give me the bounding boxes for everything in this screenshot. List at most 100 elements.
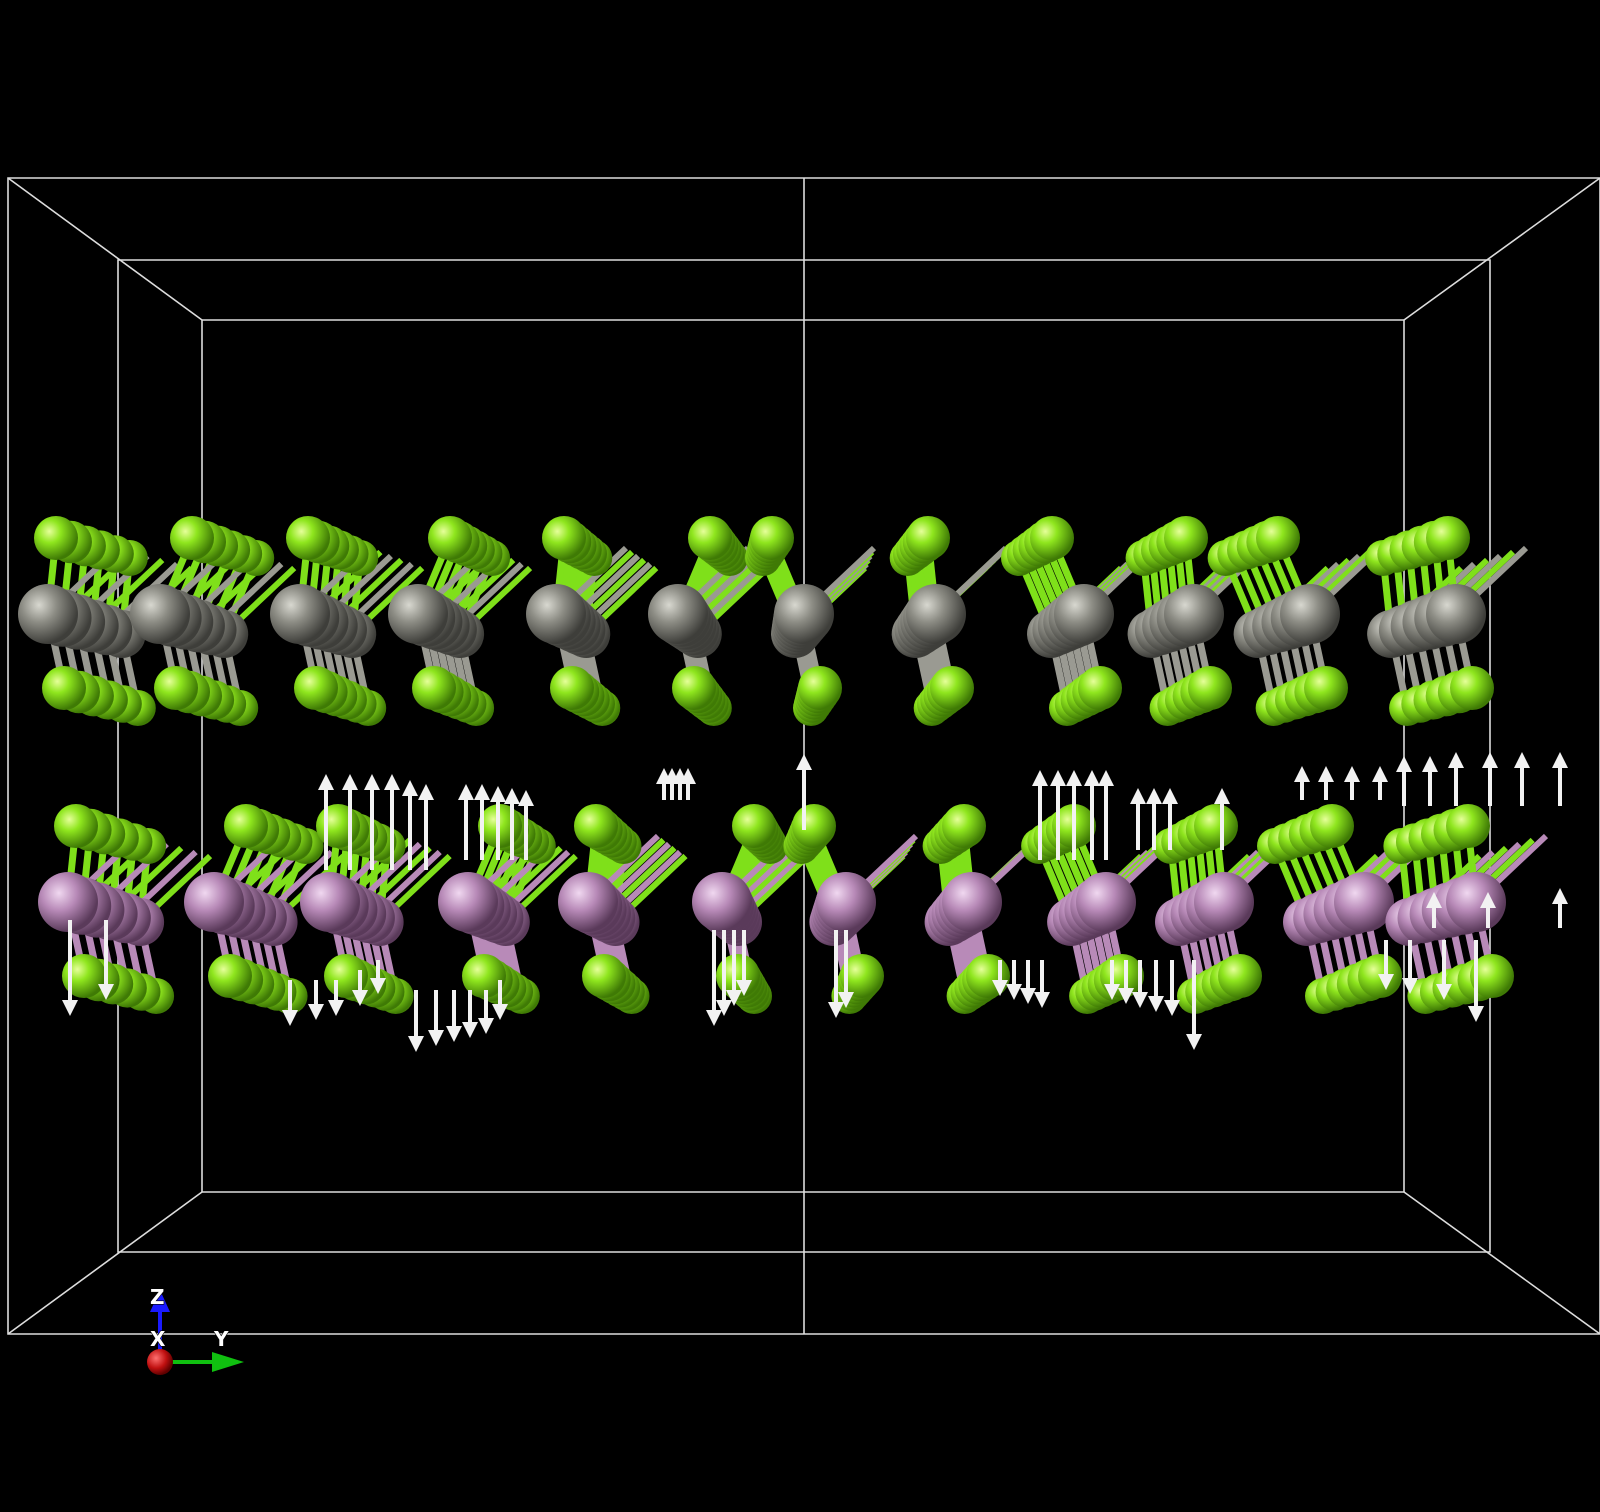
- metal-atom: [816, 872, 876, 932]
- x-axis-label: X: [150, 1327, 166, 1351]
- arrow-head: [364, 774, 380, 790]
- z-axis-arrowhead: [150, 1290, 170, 1312]
- chalcogen-atom: [34, 516, 78, 560]
- arrow-head: [308, 1004, 324, 1020]
- chalcogen-atom: [942, 804, 986, 848]
- displacement-arrow: [1294, 766, 1310, 800]
- chalcogen-atom: [550, 666, 594, 710]
- arrow-head: [1164, 1000, 1180, 1016]
- arrow-head: [1130, 788, 1146, 804]
- displacement-arrow: [504, 788, 520, 860]
- chalcogen-atom: [1164, 516, 1208, 560]
- displacement-arrow: [282, 980, 298, 1026]
- metal-atom: [526, 584, 586, 644]
- arrow-head: [1186, 1034, 1202, 1050]
- displacement-arrow: [1146, 788, 1162, 850]
- chalcogen-atom: [716, 954, 760, 998]
- displacement-arrow: [1402, 940, 1418, 994]
- arrow-head: [1146, 788, 1162, 804]
- chalcogen-atom: [154, 666, 198, 710]
- displacement-arrow: [408, 990, 424, 1052]
- displacement-arrow: [1372, 766, 1388, 800]
- arrow-head: [1396, 756, 1412, 772]
- arrow-head: [1162, 788, 1178, 804]
- displacement-arrow: [458, 784, 474, 860]
- displacement-arrow: [1480, 892, 1496, 928]
- displacement-arrow: [446, 990, 462, 1042]
- arrow-head: [518, 790, 534, 806]
- displacement-arrow: [1482, 752, 1498, 806]
- arrow-head: [478, 1018, 494, 1034]
- arrow-head: [1344, 766, 1360, 782]
- displacement-arrow: [1020, 960, 1036, 1004]
- chalcogen-atom: [428, 516, 472, 560]
- arrow-head: [1020, 988, 1036, 1004]
- chalcogen-atom: [224, 804, 268, 848]
- chalcogen-atom: [688, 516, 732, 560]
- displacement-arrow: [828, 930, 844, 1018]
- chalcogen-atom: [1256, 516, 1300, 560]
- cell-edge: [7, 1191, 203, 1335]
- metal-atom: [558, 872, 618, 932]
- arrow-head: [282, 1010, 298, 1026]
- arrow-head: [446, 1026, 462, 1042]
- arrow-head: [1098, 770, 1114, 786]
- arrow-head: [474, 784, 490, 800]
- displacement-arrow: [1378, 940, 1394, 990]
- arrow-head: [1050, 770, 1066, 786]
- displacement-arrow: [364, 774, 380, 870]
- chalcogen-atom: [1450, 666, 1494, 710]
- chalcogen-atom: [1446, 804, 1490, 848]
- displacement-arrow: [716, 930, 732, 1016]
- metal-atom: [18, 584, 78, 644]
- displacement-arrow: [1148, 960, 1164, 1012]
- arrow-head: [428, 1030, 444, 1046]
- arrow-head: [828, 1002, 844, 1018]
- displacement-arrow: [838, 930, 854, 1008]
- chalcogen-atom: [1218, 954, 1262, 998]
- y-axis-arrowhead: [212, 1352, 244, 1372]
- arrow-head: [1552, 752, 1568, 768]
- arrow-head: [462, 1022, 478, 1038]
- chalcogen-atom: [966, 954, 1010, 998]
- displacement-arrow: [1318, 766, 1334, 800]
- displacement-arrow: [402, 780, 418, 870]
- arrow-head: [1066, 770, 1082, 786]
- displacement-arrow: [1468, 940, 1484, 1022]
- arrow-head: [1426, 892, 1442, 908]
- displacement-arrow: [518, 790, 534, 860]
- displacement-arrow: [1084, 770, 1100, 860]
- chalcogen-atom: [294, 666, 338, 710]
- chalcogen-atom: [1188, 666, 1232, 710]
- arrow-head: [1480, 892, 1496, 908]
- arrow-head: [98, 984, 114, 1000]
- arrow-head: [1482, 752, 1498, 768]
- displacement-arrow: [98, 920, 114, 1000]
- displacement-arrows: [62, 752, 1568, 1052]
- metal-atom: [1076, 872, 1136, 932]
- displacement-arrow: [1066, 770, 1082, 860]
- displacement-arrow: [1098, 770, 1114, 860]
- arrow-head: [1378, 974, 1394, 990]
- arrow-head: [1034, 992, 1050, 1008]
- metal-atom: [1054, 584, 1114, 644]
- arrow-head: [1436, 984, 1452, 1000]
- arrow-head: [490, 786, 506, 802]
- displacement-arrow: [1448, 752, 1464, 806]
- chalcogen-atom: [1310, 804, 1354, 848]
- arrow-head: [458, 784, 474, 800]
- displacement-arrow: [1422, 756, 1438, 806]
- displacement-arrow: [490, 786, 506, 860]
- displacement-arrow: [62, 920, 78, 1016]
- displacement-arrow: [1214, 788, 1230, 850]
- displacement-arrow: [384, 774, 400, 870]
- metal-atom: [774, 584, 834, 644]
- arrow-head: [736, 980, 752, 996]
- arrow-head: [706, 1010, 722, 1026]
- z-axis-label: Z: [150, 1285, 165, 1309]
- arrow-head: [370, 978, 386, 994]
- displacement-arrow: [1396, 756, 1412, 806]
- axis-indicator: Z X Y: [147, 1284, 244, 1375]
- displacement-arrow: [428, 990, 444, 1046]
